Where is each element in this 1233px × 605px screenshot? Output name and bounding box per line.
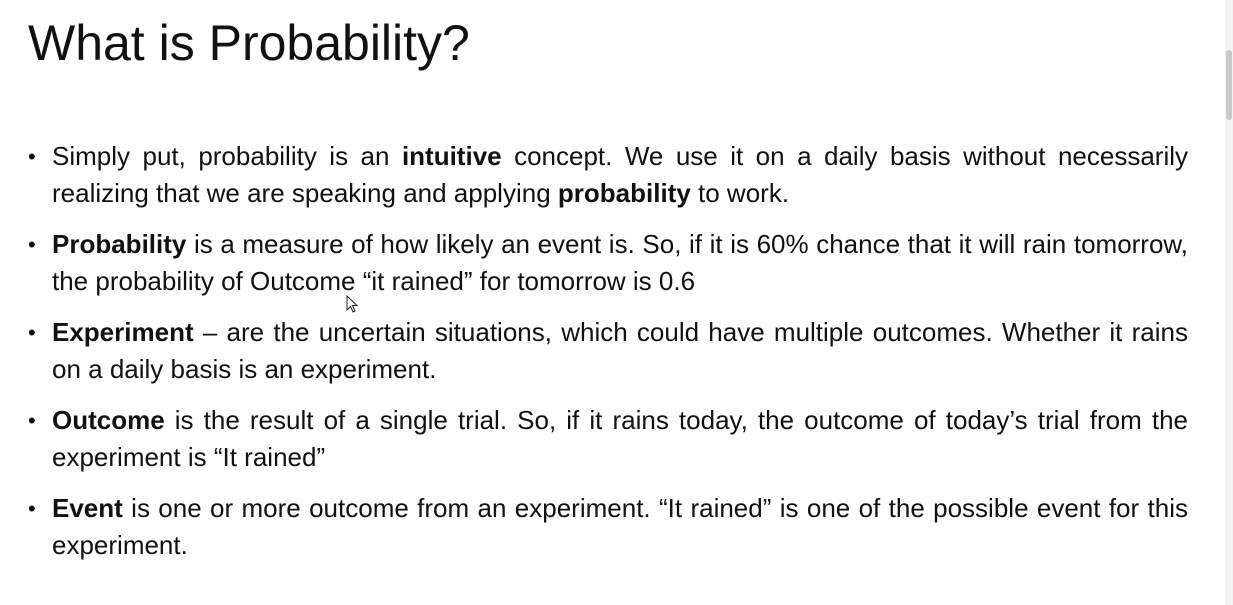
bullet-text-part: concept. We use it on a daily basis with… <box>52 141 1188 208</box>
bullet-text-part: to work. <box>690 178 790 208</box>
bullet-text-part: is a measure of how likely an event is. … <box>52 229 1188 296</box>
bullet-text-part: is one or more outcome from an experimen… <box>52 493 1188 560</box>
bullet-dot: • <box>28 232 36 257</box>
bullet-bold-term: Probability <box>52 229 187 259</box>
vertical-scrollbar[interactable] <box>1225 0 1233 605</box>
bullet-dot: • <box>28 496 36 521</box>
bullet-item: • Simply put, probability is an intuitive… <box>28 138 1188 212</box>
bullet-bold-term: intuitive <box>401 141 502 171</box>
bullet-text-part: Simply put, probability is an <box>52 141 402 171</box>
bullet-bold-term: Event <box>52 493 123 523</box>
bullet-item: • Outcome is the result of a single trial… <box>28 402 1188 476</box>
bullet-text-part: – are the uncertain situations, which co… <box>52 317 1188 384</box>
bullet-dot: • <box>28 320 36 345</box>
bullet-bold-term: Outcome <box>52 405 165 435</box>
mouse-pointer-icon <box>346 295 358 313</box>
bullet-item: • Experiment – are the uncertain situatio… <box>28 314 1188 388</box>
slide-title: What is Probability? <box>28 15 470 71</box>
bullet-item: • Event is one or more outcome from an ex… <box>28 490 1188 564</box>
bullet-bold-term: probability <box>557 178 691 208</box>
scrollbar-thumb[interactable] <box>1226 50 1232 120</box>
bullet-bold-term: Experiment <box>52 317 194 347</box>
bullet-item: • Probability is a measure of how likely … <box>28 226 1188 300</box>
bullet-list: • Simply put, probability is an intuitive… <box>28 138 1188 578</box>
bullet-text-part: is the result of a single trial. So, if … <box>52 405 1188 472</box>
bullet-dot: • <box>28 408 36 433</box>
bullet-dot: • <box>28 144 36 169</box>
